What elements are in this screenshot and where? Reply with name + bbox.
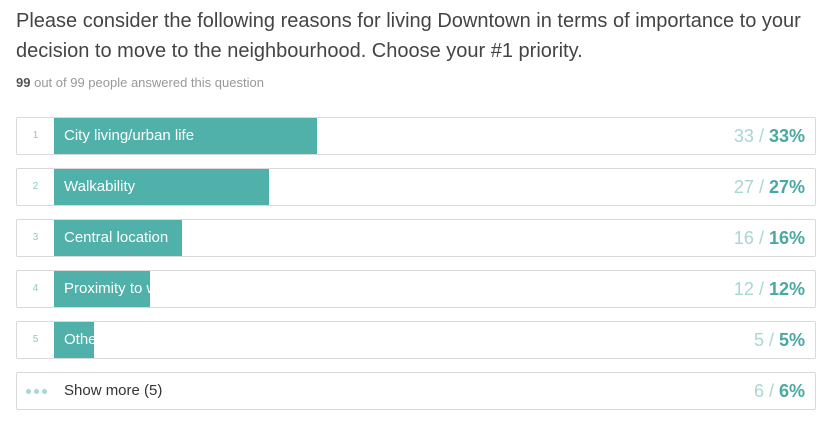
result-row-1[interactable]: 1 City living/urban life 33 / 33% [16,117,816,155]
result-bar [54,220,182,256]
result-rank: 5 [32,334,39,345]
show-more-button[interactable]: Show more (5) 6 / 6% [16,372,816,410]
answered-suffix: out of 99 people answered this question [34,75,264,90]
result-percent: 33% [768,126,805,146]
show-more-stats: 6 / 6% [753,381,805,401]
show-more-label: Show more (5) [64,382,163,399]
result-row-5[interactable]: 5 Other 5 / 5% [16,321,816,359]
result-count: 33 [733,126,754,146]
result-label: Other [64,331,102,348]
result-bar [54,169,270,205]
result-percent: 5% [778,330,805,350]
result-count: 27 [733,177,754,197]
results-list: 1 City living/urban life 33 / 33% 2 Walk… [16,117,816,423]
result-stats: 12 / 12% [733,279,805,299]
show-more-count: 6 [753,381,764,401]
result-row-3[interactable]: 3 Central location 16 / 16% [16,219,816,257]
result-percent: 16% [768,228,805,248]
result-rank: 1 [32,130,39,141]
result-count: 16 [733,228,754,248]
result-label: Central location [64,229,169,246]
result-rank: 2 [32,181,39,192]
result-stats: 5 / 5% [753,330,805,350]
result-rank: 4 [32,283,39,294]
ellipsis-icon [26,389,47,394]
result-percent: 12% [768,279,805,299]
result-row-2[interactable]: 2 Walkability 27 / 27% [16,168,816,206]
result-label: Walkability [64,178,136,195]
answered-count: 99 [16,75,31,90]
question-title: Please consider the following reasons fo… [16,10,801,62]
result-bar [54,322,94,358]
result-label: City living/urban life [64,127,195,144]
result-stats: 27 / 27% [733,177,805,197]
result-stats: 33 / 33% [733,126,805,146]
show-more-percent: 6% [778,381,805,401]
result-row-4[interactable]: 4 Proximity to work 12 / 12% [16,270,816,308]
result-bar [54,271,150,307]
response-count: 99 out of 99 people answered this questi… [16,75,264,90]
result-bar [54,118,318,154]
result-rank: 3 [32,232,39,243]
result-count: 5 [753,330,764,350]
result-label: Proximity to work [64,280,179,297]
result-percent: 27% [768,177,805,197]
result-stats: 16 / 16% [733,228,805,248]
result-count: 12 [733,279,754,299]
